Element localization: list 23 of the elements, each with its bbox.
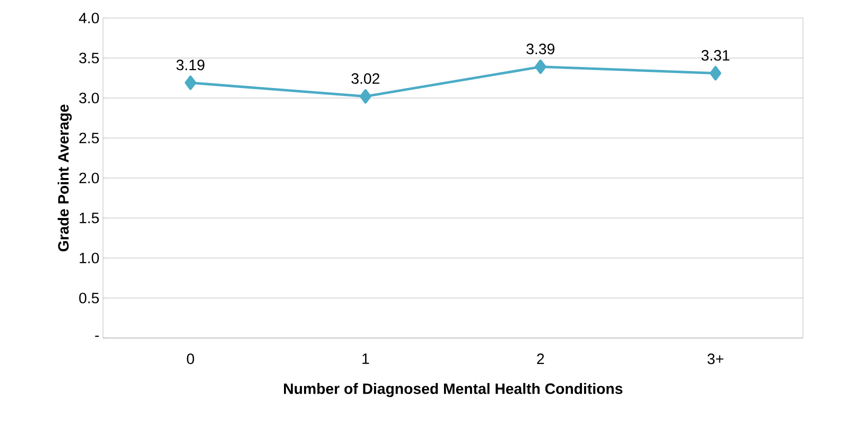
point: [710, 66, 722, 80]
x-axis-title: Number of Diagnosed Mental Health Conditions: [284, 383, 622, 398]
data-label: 3.31: [701, 50, 730, 61]
point: [360, 89, 372, 104]
y-tick-label: 1.0: [80, 252, 99, 264]
y-tick-label: 2.0: [79, 172, 99, 184]
y-axis-title: Grade Point Average: [58, 104, 72, 252]
y-tick-label: -: [95, 336, 99, 337]
data-label: 3.39: [526, 44, 554, 54]
y-tick-label: 2.5: [79, 132, 99, 144]
x-tick-label: 3+: [708, 354, 724, 364]
x-tick-label: 1: [362, 354, 369, 364]
x-tick-label: 2: [537, 354, 544, 364]
data-label: 3.02: [351, 73, 380, 84]
data-label: 3.19: [176, 60, 204, 70]
x-tick-label: 0: [186, 354, 194, 364]
y-tick-label: 3.0: [79, 92, 99, 104]
point: [184, 76, 196, 90]
point: [534, 60, 546, 74]
y-tick-label: 1.5: [80, 212, 99, 224]
y-tick-label: 4.0: [78, 12, 99, 24]
y-tick-label: 0.5: [79, 292, 99, 304]
y-tick-label: 3.5: [79, 52, 99, 64]
